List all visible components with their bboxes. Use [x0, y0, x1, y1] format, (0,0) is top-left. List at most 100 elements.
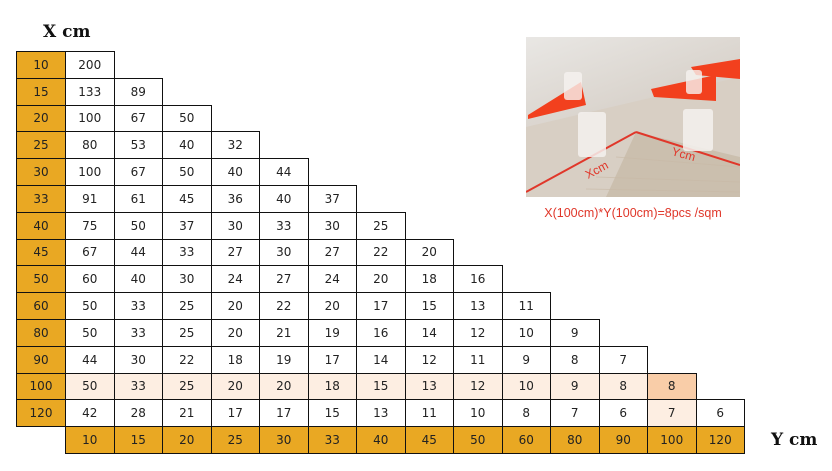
table-cell: 12: [453, 372, 503, 401]
table-cell: 18: [210, 345, 260, 374]
table-cell: 20: [259, 372, 309, 401]
table-cell: 75: [65, 211, 115, 240]
table-cell: 20: [356, 265, 406, 294]
table-cell: 11: [404, 399, 454, 428]
row-header: 45: [16, 238, 66, 267]
table-cell: 8: [550, 345, 600, 374]
table-cell: 20: [307, 292, 357, 320]
table-cell: 10: [501, 319, 551, 347]
table-cell: 36: [210, 185, 260, 213]
table-cell: 8: [598, 372, 648, 401]
y-axis-label: Y cm: [771, 430, 818, 450]
x-axis-label: X cm: [43, 22, 91, 42]
table-cell: 18: [307, 372, 357, 401]
column-header: 15: [113, 426, 163, 454]
column-header: 20: [162, 426, 212, 454]
row-header: 15: [16, 77, 66, 106]
table-cell: 67: [113, 158, 163, 186]
table-cell: 40: [210, 158, 260, 186]
column-header: 60: [501, 426, 551, 454]
product-photo: Xcm Ycm: [526, 37, 740, 197]
table-cell: 11: [453, 345, 503, 374]
table-cell: 9: [550, 372, 600, 401]
table-cell: 12: [404, 345, 454, 374]
table-cell: 8: [647, 372, 697, 401]
row-header: 120: [16, 399, 66, 428]
row-header: 40: [16, 211, 66, 240]
table-cell: 25: [356, 211, 406, 240]
column-header: 80: [550, 426, 600, 454]
table-cell: 19: [307, 319, 357, 347]
table-cell: 44: [259, 158, 309, 186]
table-cell: 50: [65, 372, 115, 401]
photo-label-y: Ycm: [670, 144, 697, 164]
table-cell: 20: [210, 319, 260, 347]
table-cell: 16: [453, 265, 503, 294]
coverage-caption: X(100cm)*Y(100cm)=8pcs /sqm: [544, 206, 722, 220]
table-cell: 89: [113, 77, 163, 106]
row-header: 33: [16, 185, 66, 213]
column-header: 90: [598, 426, 648, 454]
table-cell: 25: [162, 292, 212, 320]
table-cell: 50: [65, 319, 115, 347]
row-header: 20: [16, 104, 66, 133]
column-header: 25: [210, 426, 260, 454]
table-cell: 33: [259, 211, 309, 240]
table-cell: 25: [162, 319, 212, 347]
table-cell: 100: [65, 158, 115, 186]
table-cell: 20: [210, 372, 260, 401]
table-cell: 91: [65, 185, 115, 213]
table-cell: 15: [404, 292, 454, 320]
table-cell: 17: [356, 292, 406, 320]
table-cell: 17: [307, 345, 357, 374]
table-cell: 25: [162, 372, 212, 401]
table-cell: 19: [259, 345, 309, 374]
row-header: 60: [16, 292, 66, 320]
table-cell: 15: [307, 399, 357, 428]
table-cell: 10: [501, 372, 551, 401]
table-cell: 30: [162, 265, 212, 294]
table-cell: 20: [210, 292, 260, 320]
table-cell: 30: [307, 211, 357, 240]
row-header: 100: [16, 372, 66, 401]
table-cell: 9: [501, 345, 551, 374]
table-cell: 14: [356, 345, 406, 374]
column-header: 40: [356, 426, 406, 454]
column-header: 10: [65, 426, 115, 454]
table-cell: 15: [356, 372, 406, 401]
table-cell: 27: [259, 265, 309, 294]
table-cell: 53: [113, 131, 163, 160]
table-cell: 44: [113, 238, 163, 267]
table-cell: 37: [307, 185, 357, 213]
column-header: 33: [307, 426, 357, 454]
table-cell: 14: [404, 319, 454, 347]
tile-leveling-photo: Xcm Ycm: [526, 59, 740, 197]
table-cell: 33: [162, 238, 212, 267]
table-cell: 33: [113, 372, 163, 401]
table-cell: 32: [210, 131, 260, 160]
table-cell: 50: [65, 292, 115, 320]
table-cell: 33: [113, 292, 163, 320]
table-cell: 27: [307, 238, 357, 267]
table-cell: 30: [259, 238, 309, 267]
table-cell: 22: [162, 345, 212, 374]
table-cell: 37: [162, 211, 212, 240]
table-cell: 22: [356, 238, 406, 267]
row-header: 10: [16, 51, 66, 79]
row-header: 90: [16, 345, 66, 374]
column-header: 45: [404, 426, 454, 454]
table-cell: 20: [404, 238, 454, 267]
table-cell: 100: [65, 104, 115, 133]
column-header: 100: [647, 426, 697, 454]
table-cell: 7: [550, 399, 600, 428]
row-header: 80: [16, 319, 66, 347]
table-cell: 11: [501, 292, 551, 320]
table-cell: 21: [162, 399, 212, 428]
table-cell: 12: [453, 319, 503, 347]
table-cell: 80: [65, 131, 115, 160]
table-cell: 33: [113, 319, 163, 347]
table-cell: 24: [210, 265, 260, 294]
table-cell: 6: [598, 399, 648, 428]
table-cell: 67: [65, 238, 115, 267]
table-cell: 50: [113, 211, 163, 240]
